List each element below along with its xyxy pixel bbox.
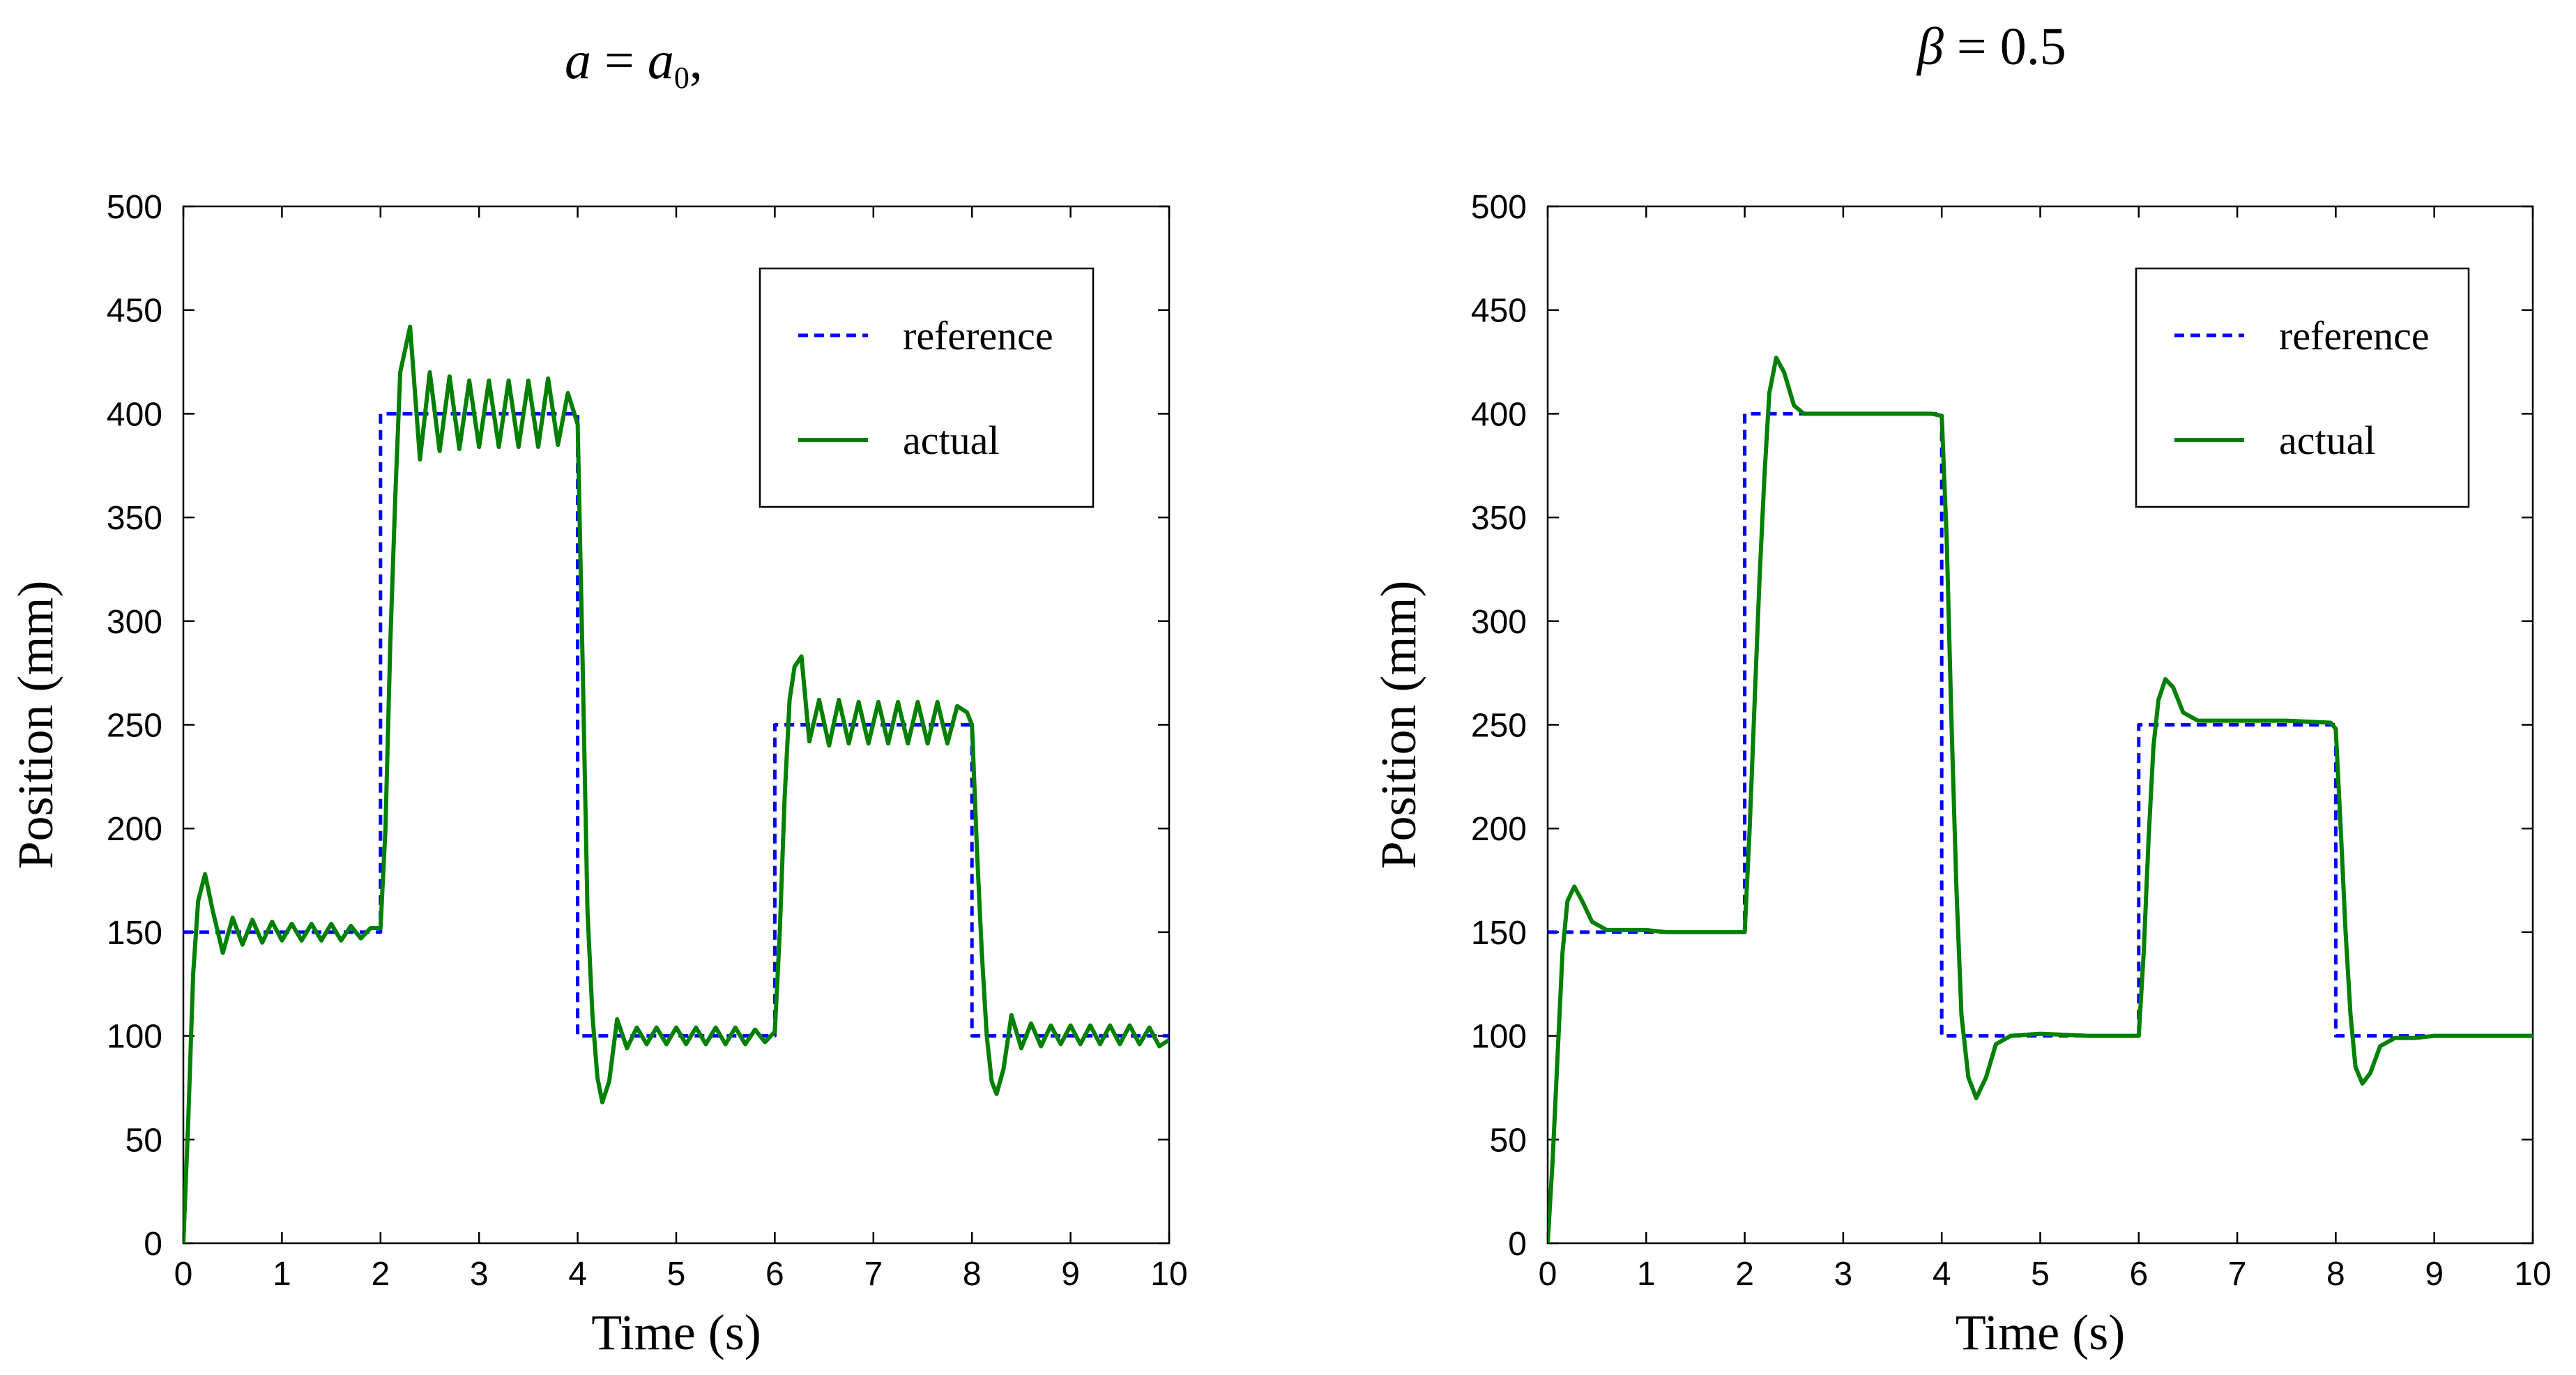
y-tick-label: 50 bbox=[125, 1122, 162, 1159]
legend-box bbox=[759, 267, 1095, 508]
x-tick-label: 3 bbox=[470, 1256, 489, 1293]
chart-1-title: a = a0, bbox=[565, 31, 703, 95]
y-tick-label: 100 bbox=[1471, 1019, 1527, 1056]
chart-1-title-sub: 0 bbox=[674, 61, 689, 95]
chart-2-title: β = 0.5 bbox=[1916, 17, 2066, 76]
x-tick-label: 3 bbox=[1834, 1256, 1853, 1293]
chart-1-title-rhs: a bbox=[648, 31, 674, 90]
legend-box bbox=[2135, 267, 2470, 508]
x-tick-label: 10 bbox=[2514, 1256, 2551, 1293]
y-tick-label: 500 bbox=[1471, 189, 1527, 226]
y-tick-label: 200 bbox=[1471, 811, 1527, 848]
x-tick-label: 6 bbox=[765, 1256, 784, 1293]
chart-1-title-var: a bbox=[565, 31, 591, 90]
legend-actual-label: actual bbox=[903, 418, 999, 463]
x-tick-label: 4 bbox=[1933, 1256, 1951, 1293]
y-tick-label: 450 bbox=[107, 293, 162, 330]
chart-2-title-eq: = bbox=[1944, 17, 2000, 76]
series-reference-line bbox=[183, 411, 1169, 1038]
x-tick-label: 7 bbox=[2228, 1256, 2247, 1293]
y-axis-label: Position (mm) bbox=[8, 580, 63, 869]
x-tick-label: 2 bbox=[1735, 1256, 1754, 1293]
y-tick-label: 300 bbox=[1471, 604, 1527, 641]
chart-2-title-var: β bbox=[1916, 17, 1944, 76]
chart-1-title-eq: = bbox=[591, 31, 648, 90]
x-tick-label: 4 bbox=[568, 1256, 587, 1293]
y-tick-label: 100 bbox=[107, 1019, 162, 1056]
y-tick-label: 450 bbox=[1471, 293, 1527, 330]
series-actual-line bbox=[1548, 356, 2533, 1243]
x-tick-label: 8 bbox=[963, 1256, 982, 1293]
y-tick-label: 50 bbox=[1490, 1122, 1527, 1159]
x-axis-label: Time (s) bbox=[1956, 1305, 2125, 1360]
x-tick-label: 2 bbox=[371, 1256, 390, 1293]
y-tick-label: 350 bbox=[1471, 500, 1527, 537]
x-tick-label: 10 bbox=[1150, 1256, 1187, 1293]
y-tick-label: 0 bbox=[1508, 1226, 1527, 1263]
y-tick-label: 200 bbox=[107, 811, 162, 848]
x-tick-label: 9 bbox=[1061, 1256, 1080, 1293]
x-tick-label: 5 bbox=[667, 1256, 686, 1293]
y-tick-label: 150 bbox=[1471, 915, 1527, 952]
series-actual-line bbox=[183, 324, 1169, 1243]
y-tick-label: 0 bbox=[144, 1226, 162, 1263]
chart-1-title-tail: , bbox=[689, 31, 703, 90]
y-tick-label: 400 bbox=[1471, 396, 1527, 433]
x-tick-label: 0 bbox=[1539, 1256, 1557, 1293]
x-axis-label: Time (s) bbox=[591, 1305, 761, 1360]
x-tick-label: 9 bbox=[2425, 1256, 2444, 1293]
series-reference-line bbox=[1548, 411, 2454, 1038]
x-tick-label: 1 bbox=[1637, 1256, 1656, 1293]
x-tick-label: 1 bbox=[273, 1256, 291, 1293]
legend-reference-label: reference bbox=[2279, 313, 2430, 358]
x-tick-label: 6 bbox=[2129, 1256, 2148, 1293]
y-tick-label: 250 bbox=[107, 708, 162, 745]
x-tick-label: 0 bbox=[174, 1256, 193, 1293]
x-tick-label: 7 bbox=[864, 1256, 883, 1293]
chart-1: 0 1 2 3 4 5 6 7 8 9 100501001502002503003504004505… bbox=[8, 189, 1188, 1360]
legend: reference actual bbox=[759, 267, 1095, 508]
legend: reference actual bbox=[2135, 267, 2470, 508]
y-axis-label: Position (mm) bbox=[1371, 580, 1426, 869]
y-tick-label: 150 bbox=[107, 915, 162, 952]
y-tick-label: 350 bbox=[107, 500, 162, 537]
y-tick-label: 400 bbox=[107, 396, 162, 433]
chart-2-title-rhs: 0.5 bbox=[2000, 17, 2066, 76]
x-tick-label: 8 bbox=[2326, 1256, 2345, 1293]
legend-actual-label: actual bbox=[2279, 418, 2375, 463]
y-tick-label: 300 bbox=[107, 604, 162, 641]
y-tick-label: 250 bbox=[1471, 708, 1527, 745]
chart-2: 0 1 2 3 4 5 6 7 8 9 100501001502002503003504004505… bbox=[1371, 189, 2552, 1360]
y-tick-label: 500 bbox=[107, 189, 162, 226]
legend-reference-label: reference bbox=[903, 313, 1053, 358]
x-tick-label: 5 bbox=[2031, 1256, 2050, 1293]
